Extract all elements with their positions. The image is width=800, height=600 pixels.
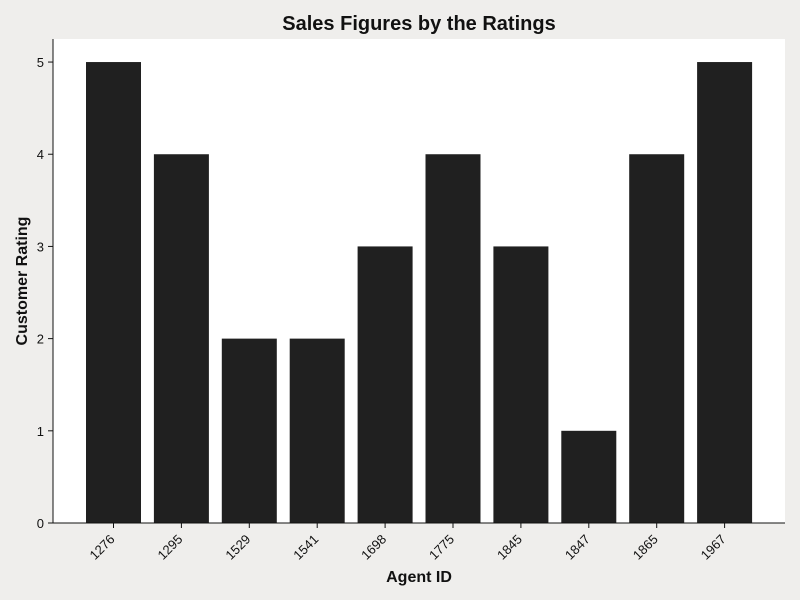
bars-group bbox=[86, 62, 753, 524]
y-tick-label-4: 4 bbox=[37, 147, 44, 162]
bar-1529 bbox=[221, 338, 277, 523]
x-axis-label: Agent ID bbox=[386, 569, 452, 586]
x-tick-label-1967: 1967 bbox=[698, 532, 729, 563]
x-tick-label-1847: 1847 bbox=[562, 532, 593, 563]
bar-1775 bbox=[425, 154, 481, 523]
y-tick-label-2: 2 bbox=[37, 332, 44, 347]
x-tick-label-1541: 1541 bbox=[290, 532, 321, 563]
bar-1845 bbox=[493, 246, 549, 523]
x-axis-ticks: 1276 1295 1529 1541 1698 1775 1845 1847 1865 1967 bbox=[87, 523, 729, 563]
y-tick-label-0: 0 bbox=[37, 516, 44, 531]
bar-1865 bbox=[629, 154, 685, 523]
bar-1541 bbox=[289, 338, 345, 523]
bar-1698 bbox=[357, 246, 413, 523]
y-tick-label-5: 5 bbox=[37, 55, 44, 70]
bar-1276 bbox=[86, 62, 141, 524]
chart-title: Sales Figures by the Ratings bbox=[282, 13, 555, 35]
x-tick-label-1845: 1845 bbox=[494, 532, 525, 563]
bar-1295 bbox=[153, 154, 209, 523]
y-axis-label: Customer Rating bbox=[14, 217, 31, 346]
bar-1847 bbox=[561, 430, 617, 523]
x-tick-label-1295: 1295 bbox=[154, 532, 185, 563]
y-axis-ticks: 0 1 2 3 4 5 bbox=[37, 55, 53, 531]
x-tick-label-1276: 1276 bbox=[87, 532, 118, 563]
x-tick-label-1529: 1529 bbox=[222, 532, 253, 563]
bar-1967 bbox=[697, 62, 753, 524]
x-tick-label-1698: 1698 bbox=[358, 532, 389, 563]
y-tick-label-1: 1 bbox=[37, 424, 44, 439]
x-tick-label-1775: 1775 bbox=[426, 532, 457, 563]
y-tick-label-3: 3 bbox=[37, 239, 44, 254]
x-tick-label-1865: 1865 bbox=[630, 532, 661, 563]
